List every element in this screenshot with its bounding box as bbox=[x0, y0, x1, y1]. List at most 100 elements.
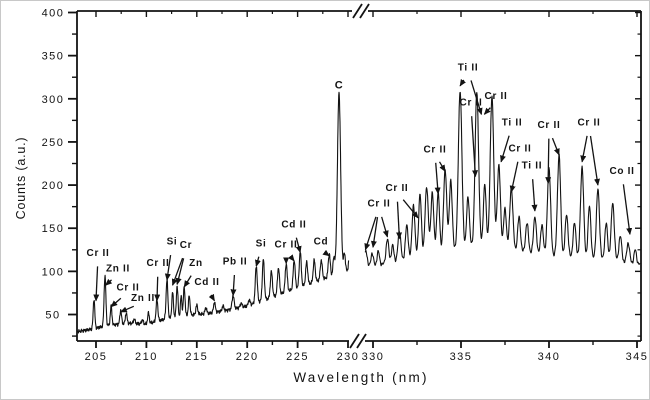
annotation-zn-ii: Zn II bbox=[104, 263, 130, 286]
annotation-arrow bbox=[208, 293, 215, 302]
y-tick-label: 150 bbox=[42, 223, 65, 235]
annotation-arrow bbox=[175, 258, 185, 286]
annotation-pb-ii: Pb II bbox=[223, 257, 248, 297]
tick-labels: 50 100 150 200 250 300 350 400 205 210 215 220 225 23… bbox=[42, 8, 647, 364]
element-label: Cr II bbox=[485, 91, 508, 102]
annotation-si: Si bbox=[254, 238, 267, 267]
annotation-arrow bbox=[509, 161, 519, 193]
x-tick-label: 230 bbox=[337, 351, 360, 363]
annotation-arrow bbox=[434, 162, 441, 195]
x-tick-label: 335 bbox=[450, 351, 473, 363]
annotation-cd: Cd bbox=[314, 237, 330, 257]
y-tick-label: 400 bbox=[42, 8, 65, 20]
annotation-arrow bbox=[364, 216, 377, 251]
element-label: Cd II bbox=[194, 277, 219, 288]
element-label: Cr II bbox=[423, 144, 446, 155]
element-label: Ti II bbox=[458, 62, 479, 73]
y-tick-label: 200 bbox=[42, 180, 65, 192]
annotation-cr-ii: Cr II bbox=[423, 144, 446, 195]
annotation-arrow bbox=[459, 79, 466, 87]
element-label: Zn bbox=[189, 258, 203, 269]
annotation-arrow bbox=[370, 217, 379, 249]
annotation-cr-ii: Cr II bbox=[577, 118, 600, 186]
annotation-arrow bbox=[402, 199, 419, 219]
spectrum-curve-left bbox=[77, 91, 350, 334]
annotation-zn-ii: Zn II bbox=[119, 293, 155, 313]
plot-frame bbox=[76, 10, 642, 342]
element-label: Cr II bbox=[385, 183, 408, 194]
annotation-ti-ii: Ti II bbox=[522, 161, 543, 212]
x-tick-label: 340 bbox=[538, 351, 561, 363]
annotation-cr-ii: Cr II bbox=[87, 248, 110, 302]
annotation-arrow bbox=[171, 257, 184, 286]
x-tick-label: 330 bbox=[362, 351, 385, 363]
annotation-arrow bbox=[119, 305, 135, 313]
annotation-arrow bbox=[154, 276, 161, 302]
spectrum-curve-right bbox=[364, 91, 641, 267]
x-tick-label: 220 bbox=[236, 351, 259, 363]
annotation-arrow bbox=[396, 201, 403, 240]
element-label: Si bbox=[256, 238, 267, 249]
y-tick-label: 50 bbox=[45, 310, 60, 322]
spectrum-curve-left-line bbox=[77, 91, 350, 334]
element-label: Cr bbox=[180, 240, 193, 251]
annotation-cr: Cr bbox=[171, 240, 193, 286]
annotation-cr-ii: Cr II bbox=[460, 98, 483, 178]
annotation-cd-ii: Cd II bbox=[281, 219, 306, 254]
element-label: Cr II bbox=[577, 118, 600, 129]
element-label: Co II bbox=[609, 166, 634, 177]
element-label: Cr II bbox=[87, 248, 110, 259]
annotation-arrow bbox=[110, 297, 122, 308]
annotation-c: C bbox=[335, 79, 344, 91]
annotation-arrow bbox=[230, 274, 237, 297]
annotation-arrow bbox=[164, 254, 172, 281]
element-label: Cr II bbox=[275, 239, 298, 250]
annotation-arrow bbox=[551, 137, 560, 156]
spectrum-curve-right-line bbox=[364, 91, 641, 267]
x-tick-label: 210 bbox=[135, 351, 158, 363]
element-label: Zn II bbox=[131, 293, 155, 304]
element-label: Cr II bbox=[147, 258, 170, 269]
element-label: Pb II bbox=[223, 257, 248, 268]
annotation-cr-ii: Cr II bbox=[364, 199, 391, 251]
element-label: Ti II bbox=[522, 161, 543, 172]
element-label: Cd II bbox=[281, 219, 306, 230]
element-label: Si bbox=[167, 237, 178, 248]
y-tick-label: 300 bbox=[42, 94, 65, 106]
annotation-arrow bbox=[622, 184, 633, 236]
axis-break-marks bbox=[349, 3, 370, 349]
x-tick-label: 215 bbox=[185, 351, 208, 363]
x-tick-label: 225 bbox=[286, 351, 309, 363]
annotation-arrow bbox=[589, 135, 600, 186]
annotation-arrow bbox=[531, 179, 538, 212]
annotation-cr-ii: Cr II bbox=[508, 143, 531, 193]
element-label: Cr II bbox=[508, 143, 531, 154]
annotation-cr-ii: Cr II bbox=[538, 120, 561, 185]
annotation-arrow bbox=[500, 135, 510, 163]
element-label: C bbox=[335, 79, 344, 91]
y-tick-label: 350 bbox=[42, 51, 65, 63]
annotation-co-ii: Co II bbox=[609, 166, 634, 236]
annotation-arrow bbox=[183, 275, 192, 288]
annotation-arrow bbox=[471, 116, 479, 178]
annotation-arrow bbox=[93, 266, 100, 302]
annotation-arrow bbox=[287, 254, 295, 262]
x-tick-label: 205 bbox=[85, 351, 108, 363]
annotation-arrow bbox=[545, 138, 552, 185]
annotation-cd-ii: Cd II bbox=[194, 277, 219, 302]
annotation-cr-ii: Cr II bbox=[483, 91, 508, 115]
annotation-ti-ii: Ti II bbox=[458, 62, 483, 116]
annotation-arrow bbox=[295, 237, 302, 254]
element-label: Cr II bbox=[116, 282, 139, 293]
annotation-arrow bbox=[483, 107, 491, 115]
annotation-cr-ii: Cr II bbox=[110, 282, 139, 308]
element-label: Cr II bbox=[460, 98, 483, 109]
annotation-arrow bbox=[381, 216, 389, 238]
element-label: Ti II bbox=[502, 118, 523, 129]
y-tick-label: 100 bbox=[42, 266, 65, 278]
element-label: Cr II bbox=[538, 120, 561, 131]
element-label: Zn II bbox=[106, 263, 130, 274]
element-label: Cr II bbox=[368, 199, 391, 210]
